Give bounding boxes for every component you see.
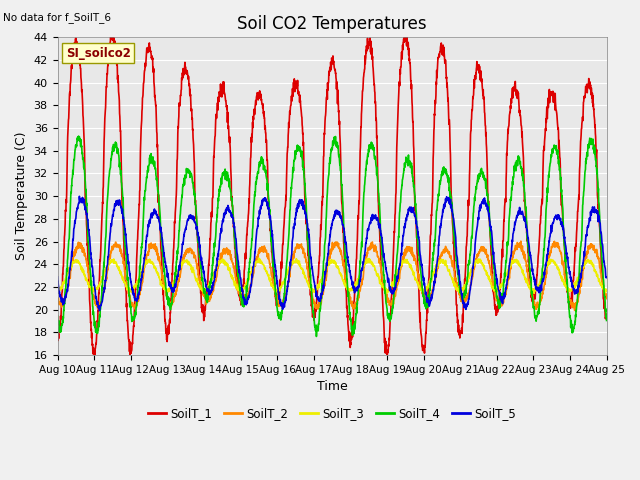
SoilT_4	[54, 313, 61, 319]
SoilT_3	[555, 267, 563, 273]
Line: SoilT_1: SoilT_1	[58, 28, 607, 359]
SoilT_5	[207, 288, 215, 294]
SoilT_4	[75, 133, 83, 139]
SoilT_4	[360, 189, 368, 194]
SoilT_2	[492, 294, 499, 300]
SoilT_4	[555, 161, 563, 167]
SoilT_1	[107, 25, 115, 31]
Legend: SoilT_1, SoilT_2, SoilT_3, SoilT_4, SoilT_5: SoilT_1, SoilT_2, SoilT_3, SoilT_4, Soil…	[143, 402, 521, 425]
SoilT_2	[570, 304, 577, 310]
SoilT_4	[603, 318, 611, 324]
SoilT_5	[570, 286, 577, 291]
SoilT_1	[603, 314, 611, 320]
SoilT_5	[348, 282, 356, 288]
SoilT_4	[312, 334, 320, 339]
SoilT_1	[54, 336, 61, 341]
SoilT_5	[555, 215, 563, 220]
SoilT_2	[571, 308, 579, 313]
SoilT_3	[570, 281, 577, 287]
SoilT_3	[603, 287, 611, 293]
Line: SoilT_2: SoilT_2	[58, 241, 607, 311]
SoilT_3	[457, 290, 465, 296]
Line: SoilT_4: SoilT_4	[58, 136, 607, 336]
SoilT_4	[570, 325, 577, 331]
SoilT_3	[348, 288, 356, 293]
Line: SoilT_5: SoilT_5	[58, 196, 607, 311]
SoilT_2	[554, 241, 562, 247]
SoilT_4	[492, 287, 500, 292]
SoilT_1	[90, 356, 97, 361]
X-axis label: Time: Time	[317, 380, 348, 393]
SoilT_5	[54, 274, 61, 280]
SoilT_3	[360, 263, 368, 269]
SoilT_5	[95, 308, 103, 313]
SoilT_5	[76, 193, 83, 199]
SoilT_2	[603, 296, 611, 301]
Line: SoilT_3: SoilT_3	[58, 258, 607, 293]
SoilT_2	[207, 293, 214, 299]
SoilT_5	[360, 253, 368, 259]
SoilT_5	[492, 273, 500, 278]
SoilT_2	[348, 303, 356, 309]
SoilT_3	[54, 288, 61, 293]
Y-axis label: Soil Temperature (C): Soil Temperature (C)	[15, 132, 28, 261]
SoilT_1	[360, 70, 368, 75]
SoilT_1	[207, 219, 215, 225]
Title: Soil CO2 Temperatures: Soil CO2 Temperatures	[237, 15, 427, 33]
SoilT_5	[603, 275, 611, 280]
SoilT_2	[54, 297, 61, 303]
SoilT_1	[492, 312, 500, 318]
SoilT_2	[517, 238, 525, 244]
SoilT_3	[492, 287, 500, 293]
SoilT_3	[207, 278, 214, 284]
SoilT_2	[360, 268, 367, 274]
SoilT_1	[570, 270, 577, 276]
Text: SI_soilco2: SI_soilco2	[66, 47, 131, 60]
SoilT_4	[207, 279, 214, 285]
SoilT_1	[555, 130, 563, 136]
Text: No data for f_SoilT_6: No data for f_SoilT_6	[3, 12, 111, 23]
SoilT_1	[348, 329, 356, 335]
SoilT_4	[348, 331, 356, 337]
SoilT_3	[255, 255, 262, 261]
